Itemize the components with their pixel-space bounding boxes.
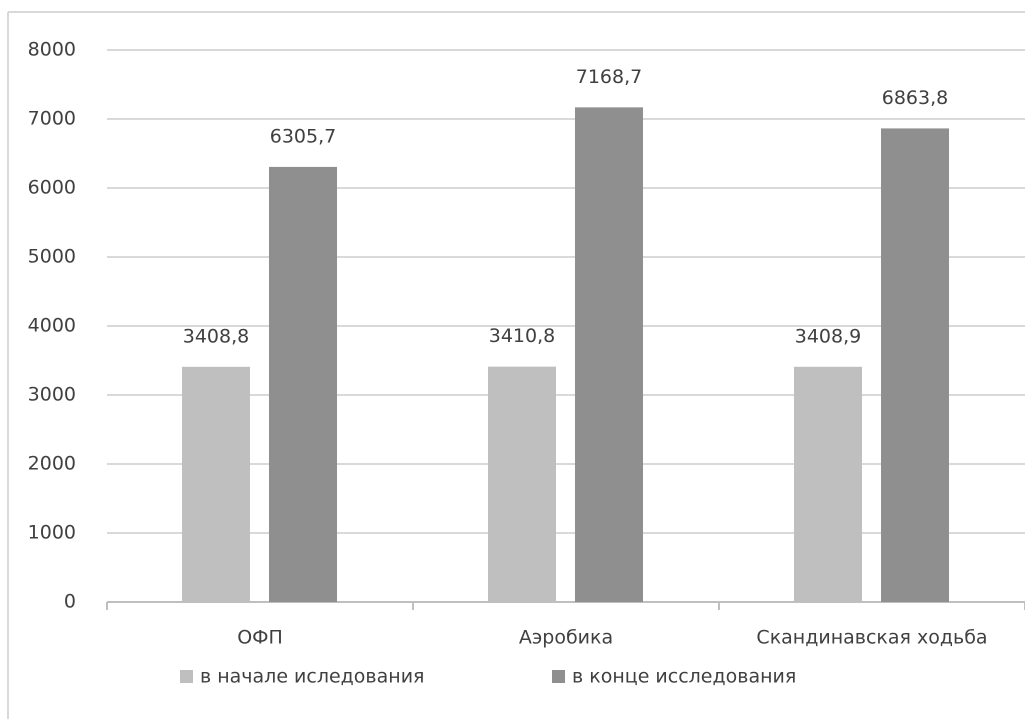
y-tick-label: 6000: [28, 177, 76, 199]
y-tick-label: 5000: [28, 246, 76, 268]
y-tick-label: 2000: [28, 453, 76, 475]
y-tick-label: 3000: [28, 384, 76, 406]
data-label: 3408,8: [183, 325, 249, 347]
data-label: 6863,8: [882, 87, 948, 109]
bar: [881, 128, 949, 602]
y-tick-label: 8000: [28, 39, 76, 61]
data-label: 3408,9: [795, 325, 861, 347]
data-label: 3410,8: [489, 325, 555, 347]
y-tick-label: 7000: [28, 108, 76, 130]
bar: [182, 366, 250, 602]
y-tick-label: 0: [64, 591, 76, 613]
bar: [488, 366, 556, 602]
legend-label: в конце исследования: [572, 666, 796, 688]
x-tick-label: Аэробика: [519, 627, 613, 649]
y-tick-label: 1000: [28, 522, 76, 544]
legend-label: в начале иследования: [200, 666, 424, 688]
data-label: 7168,7: [576, 66, 642, 88]
x-tick-label: Скандинавская ходьба: [756, 627, 987, 649]
bar: [794, 366, 862, 602]
legend-swatch: [552, 670, 565, 683]
bar: [269, 166, 337, 603]
x-tick-label: ОФП: [237, 627, 283, 649]
bar: [575, 107, 643, 602]
data-label: 6305,7: [270, 125, 336, 147]
y-tick-label: 4000: [28, 315, 76, 337]
legend-swatch: [180, 670, 193, 683]
